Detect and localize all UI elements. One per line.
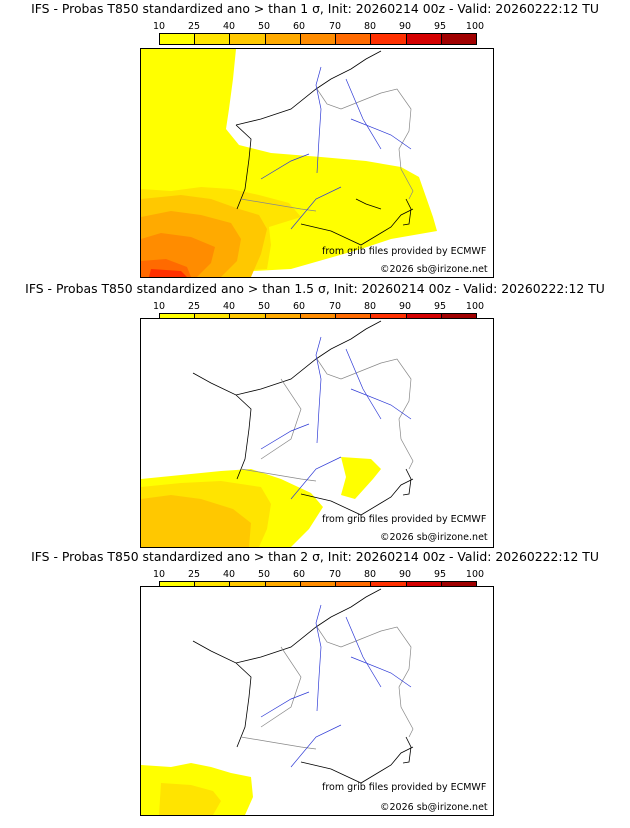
panel-title: IFS - Probas T850 standardized ano > tha…	[31, 549, 599, 564]
map-graphic	[141, 588, 414, 815]
coastline	[235, 50, 414, 246]
scale-swatch	[371, 34, 407, 44]
rivers	[260, 604, 412, 768]
map-graphic	[141, 49, 437, 277]
color-scale-labels: 10 25 40 50 60 70 80 90 95 100	[152, 569, 485, 580]
country-borders	[240, 88, 414, 212]
prob-area-40	[141, 495, 251, 547]
copyright-credit: ©2026 sb@irizone.net	[380, 532, 488, 543]
scale-swatch	[265, 34, 301, 44]
rivers	[260, 336, 412, 500]
prob-area-80	[149, 269, 187, 277]
map-panel-3: IFS - Probas T850 standardized ano > tha…	[0, 548, 630, 822]
scale-swatch	[406, 34, 442, 44]
scale-swatch	[336, 34, 372, 44]
color-scale-labels: 10 25 40 50 60 70 80 90 95 100	[152, 301, 485, 312]
source-credit: from grib files provided by ECMWF	[322, 782, 487, 793]
coastline	[192, 588, 414, 784]
scale-swatch	[230, 34, 266, 44]
copyright-credit: ©2026 sb@irizone.net	[380, 802, 488, 813]
scale-swatch	[441, 34, 476, 44]
source-credit: from grib files provided by ECMWF	[322, 514, 487, 525]
copyright-credit: ©2026 sb@irizone.net	[380, 264, 488, 275]
panel-title: IFS - Probas T850 standardized ano > tha…	[25, 281, 605, 296]
map-panel-2: IFS - Probas T850 standardized ano > tha…	[0, 280, 630, 554]
scale-swatch	[300, 34, 337, 44]
color-scale-bar	[159, 33, 477, 45]
scale-swatch	[195, 34, 231, 44]
probability-map	[140, 48, 494, 278]
coastline	[192, 320, 414, 516]
probability-map	[140, 318, 494, 548]
country-borders	[240, 626, 414, 750]
map-graphic	[141, 320, 414, 547]
panel-title: IFS - Probas T850 standardized ano > tha…	[31, 1, 599, 16]
prob-area-25	[159, 783, 221, 815]
map-panel-1: IFS - Probas T850 standardized ano > tha…	[0, 0, 630, 278]
color-scale-labels: 10 25 40 50 60 70 80 90 95 100	[152, 21, 485, 32]
source-credit: from grib files provided by ECMWF	[322, 246, 487, 257]
country-borders	[240, 358, 414, 482]
scale-swatch	[160, 34, 196, 44]
probability-map	[140, 586, 494, 816]
rivers	[260, 66, 412, 230]
